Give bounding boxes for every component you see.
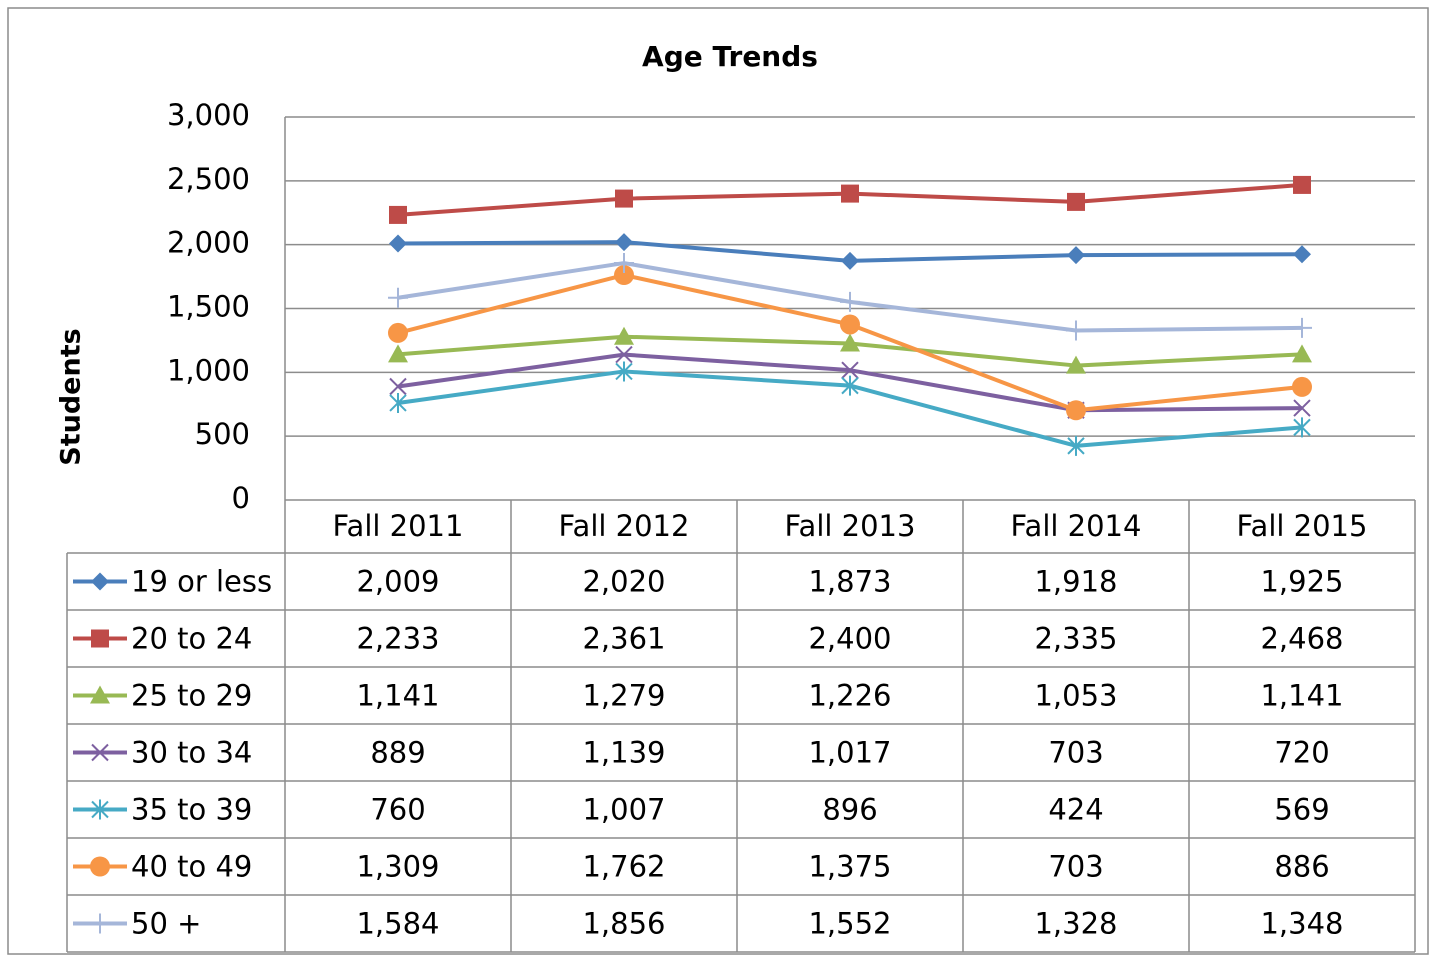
legend-marker bbox=[90, 856, 110, 877]
x-tick-label: Fall 2014 bbox=[1011, 509, 1142, 543]
point-marker bbox=[841, 375, 859, 396]
legend-label: 20 to 24 bbox=[131, 622, 252, 656]
point-marker bbox=[388, 322, 408, 343]
table-cell: 1,873 bbox=[808, 565, 891, 599]
point-marker bbox=[840, 314, 860, 335]
x-tick-label: Fall 2013 bbox=[785, 509, 916, 543]
legend-marker bbox=[91, 572, 109, 591]
legend-label: 19 or less bbox=[131, 565, 272, 599]
table-cell: 1,328 bbox=[1034, 907, 1117, 941]
legend-marker bbox=[91, 799, 109, 820]
point-marker bbox=[614, 253, 634, 274]
table-cell: 1,141 bbox=[1260, 679, 1343, 713]
table-cell: 1,925 bbox=[1260, 565, 1343, 599]
chart-title: Age Trends bbox=[642, 40, 818, 73]
point-marker bbox=[389, 392, 407, 413]
point-marker bbox=[841, 251, 859, 270]
table-cell: 2,009 bbox=[356, 565, 439, 599]
table-cell: 1,279 bbox=[582, 679, 665, 713]
point-marker bbox=[1293, 175, 1311, 194]
table-cell: 760 bbox=[370, 793, 425, 827]
point-marker bbox=[389, 377, 407, 396]
table-cell: 896 bbox=[822, 793, 877, 827]
legend-label: 25 to 29 bbox=[131, 679, 252, 713]
point-marker bbox=[614, 326, 634, 345]
point-marker bbox=[1292, 376, 1312, 397]
x-tick-label: Fall 2011 bbox=[333, 509, 464, 543]
table-cell: 703 bbox=[1048, 850, 1103, 884]
table-cell: 1,139 bbox=[582, 736, 665, 770]
x-tick-label: Fall 2015 bbox=[1237, 509, 1368, 543]
table-cell: 886 bbox=[1274, 850, 1329, 884]
table-cell: 1,017 bbox=[808, 736, 891, 770]
point-marker bbox=[389, 234, 407, 253]
legend-label: 50 + bbox=[131, 907, 201, 941]
table-cell: 1,762 bbox=[582, 850, 665, 884]
point-marker bbox=[1066, 320, 1086, 341]
point-marker bbox=[841, 184, 859, 203]
legend-label: 40 to 49 bbox=[131, 850, 252, 884]
table-cell: 1,375 bbox=[808, 850, 891, 884]
point-marker bbox=[841, 361, 859, 379]
y-tick-label: 2,500 bbox=[167, 162, 250, 196]
point-marker bbox=[1067, 435, 1085, 456]
table-cell: 1,584 bbox=[356, 907, 439, 941]
point-marker bbox=[615, 233, 633, 252]
table-cell: 889 bbox=[370, 736, 425, 770]
table-cell: 1,141 bbox=[356, 679, 439, 713]
table-cell: 2,335 bbox=[1034, 622, 1117, 656]
table-cell: 1,226 bbox=[808, 679, 891, 713]
legend-label: 30 to 34 bbox=[131, 736, 252, 770]
legend-label: 35 to 39 bbox=[131, 793, 252, 827]
point-marker bbox=[1067, 246, 1085, 265]
legend-marker bbox=[90, 685, 110, 704]
point-marker bbox=[1066, 355, 1086, 374]
y-tick-label: 500 bbox=[195, 417, 250, 451]
point-marker bbox=[1292, 317, 1312, 338]
x-tick-label: Fall 2012 bbox=[559, 509, 690, 543]
table-cell: 2,020 bbox=[582, 565, 665, 599]
legend-marker bbox=[90, 913, 110, 934]
table-cell: 2,361 bbox=[582, 622, 665, 656]
point-marker bbox=[388, 287, 408, 308]
table-cell: 1,309 bbox=[356, 850, 439, 884]
point-marker bbox=[615, 189, 633, 208]
y-axis-label: Students bbox=[56, 328, 87, 465]
table-cell: 569 bbox=[1274, 793, 1329, 827]
chart-border bbox=[7, 7, 1429, 955]
table-cell: 1,856 bbox=[582, 907, 665, 941]
point-marker bbox=[1292, 344, 1312, 363]
table-cell: 2,468 bbox=[1260, 622, 1343, 656]
point-marker bbox=[1293, 417, 1311, 438]
point-marker bbox=[1066, 400, 1086, 421]
y-tick-label: 1,000 bbox=[167, 353, 250, 387]
table-cell: 1,053 bbox=[1034, 679, 1117, 713]
point-marker bbox=[389, 205, 407, 224]
legend-marker bbox=[91, 629, 109, 648]
y-tick-label: 2,000 bbox=[167, 226, 250, 260]
table-cell: 1,552 bbox=[808, 907, 891, 941]
point-marker bbox=[1067, 192, 1085, 211]
table-cell: 2,233 bbox=[356, 622, 439, 656]
point-marker bbox=[840, 291, 860, 312]
table-cell: 1,007 bbox=[582, 793, 665, 827]
table-cell: 2,400 bbox=[808, 622, 891, 656]
point-marker bbox=[840, 333, 860, 352]
point-marker bbox=[615, 361, 633, 382]
y-tick-label: 3,000 bbox=[167, 98, 250, 132]
point-marker bbox=[1293, 245, 1311, 264]
legend-marker bbox=[91, 743, 109, 762]
table-cell: 1,348 bbox=[1260, 907, 1343, 941]
table-cell: 720 bbox=[1274, 736, 1329, 770]
point-marker bbox=[388, 344, 408, 363]
point-marker bbox=[1293, 399, 1311, 417]
y-tick-label: 1,500 bbox=[167, 290, 250, 324]
y-tick-label: 0 bbox=[232, 481, 250, 515]
point-marker bbox=[614, 265, 634, 286]
table-cell: 1,918 bbox=[1034, 565, 1117, 599]
table-cell: 424 bbox=[1048, 793, 1103, 827]
point-marker bbox=[615, 345, 633, 364]
table-cell: 703 bbox=[1048, 736, 1103, 770]
